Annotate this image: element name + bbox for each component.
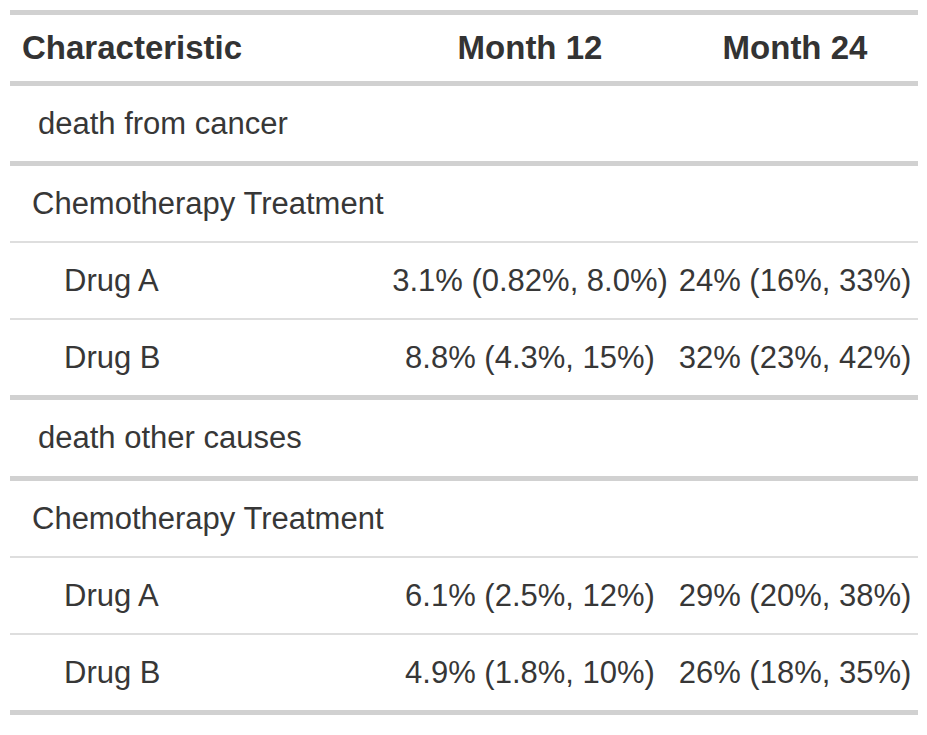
table-row-drug-b: Drug B 4.9% (1.8%, 10%) 26% (18%, 35%) [10, 634, 918, 713]
row-label: death other causes [10, 398, 388, 478]
column-header-month-24: Month 24 [672, 13, 918, 84]
table-row-group-death-other-causes: death other causes [10, 398, 918, 478]
row-label: death from cancer [10, 83, 388, 163]
row-label: Drug B [10, 634, 388, 713]
row-label: Drug B [10, 319, 388, 398]
table-row-drug-a: Drug A 3.1% (0.82%, 8.0%) 24% (16%, 33%) [10, 242, 918, 319]
month-12-value: 4.9% (1.8%, 10%) [388, 634, 672, 713]
summary-table-container: Characteristic Month 12 Month 24 death f… [10, 10, 918, 715]
table-row-group-death-from-cancer: death from cancer [10, 83, 918, 163]
row-label: Chemotherapy Treatment [10, 478, 388, 557]
column-header-characteristic: Characteristic [10, 13, 388, 84]
month-24-value: 26% (18%, 35%) [672, 634, 918, 713]
table-row-drug-a: Drug A 6.1% (2.5%, 12%) 29% (20%, 38%) [10, 557, 918, 634]
month-12-value: 6.1% (2.5%, 12%) [388, 557, 672, 634]
column-header-month-12: Month 12 [388, 13, 672, 84]
month-24-value: 32% (23%, 42%) [672, 319, 918, 398]
summary-table: Characteristic Month 12 Month 24 death f… [10, 10, 918, 715]
month-24-value [672, 398, 918, 478]
row-label: Drug A [10, 242, 388, 319]
month-12-value: 3.1% (0.82%, 8.0%) [388, 242, 672, 319]
table-header: Characteristic Month 12 Month 24 [10, 13, 918, 84]
month-12-value [388, 163, 672, 242]
table-row-chemotherapy-treatment: Chemotherapy Treatment [10, 163, 918, 242]
header-row: Characteristic Month 12 Month 24 [10, 13, 918, 84]
table-row-drug-b: Drug B 8.8% (4.3%, 15%) 32% (23%, 42%) [10, 319, 918, 398]
row-label: Chemotherapy Treatment [10, 163, 388, 242]
month-12-value [388, 398, 672, 478]
month-12-value: 8.8% (4.3%, 15%) [388, 319, 672, 398]
table-body: death from cancer Chemotherapy Treatment… [10, 83, 918, 713]
month-24-value [672, 83, 918, 163]
month-12-value [388, 83, 672, 163]
month-12-value [388, 478, 672, 557]
month-24-value [672, 478, 918, 557]
month-24-value: 29% (20%, 38%) [672, 557, 918, 634]
row-label: Drug A [10, 557, 388, 634]
month-24-value [672, 163, 918, 242]
table-row-chemotherapy-treatment: Chemotherapy Treatment [10, 478, 918, 557]
month-24-value: 24% (16%, 33%) [672, 242, 918, 319]
